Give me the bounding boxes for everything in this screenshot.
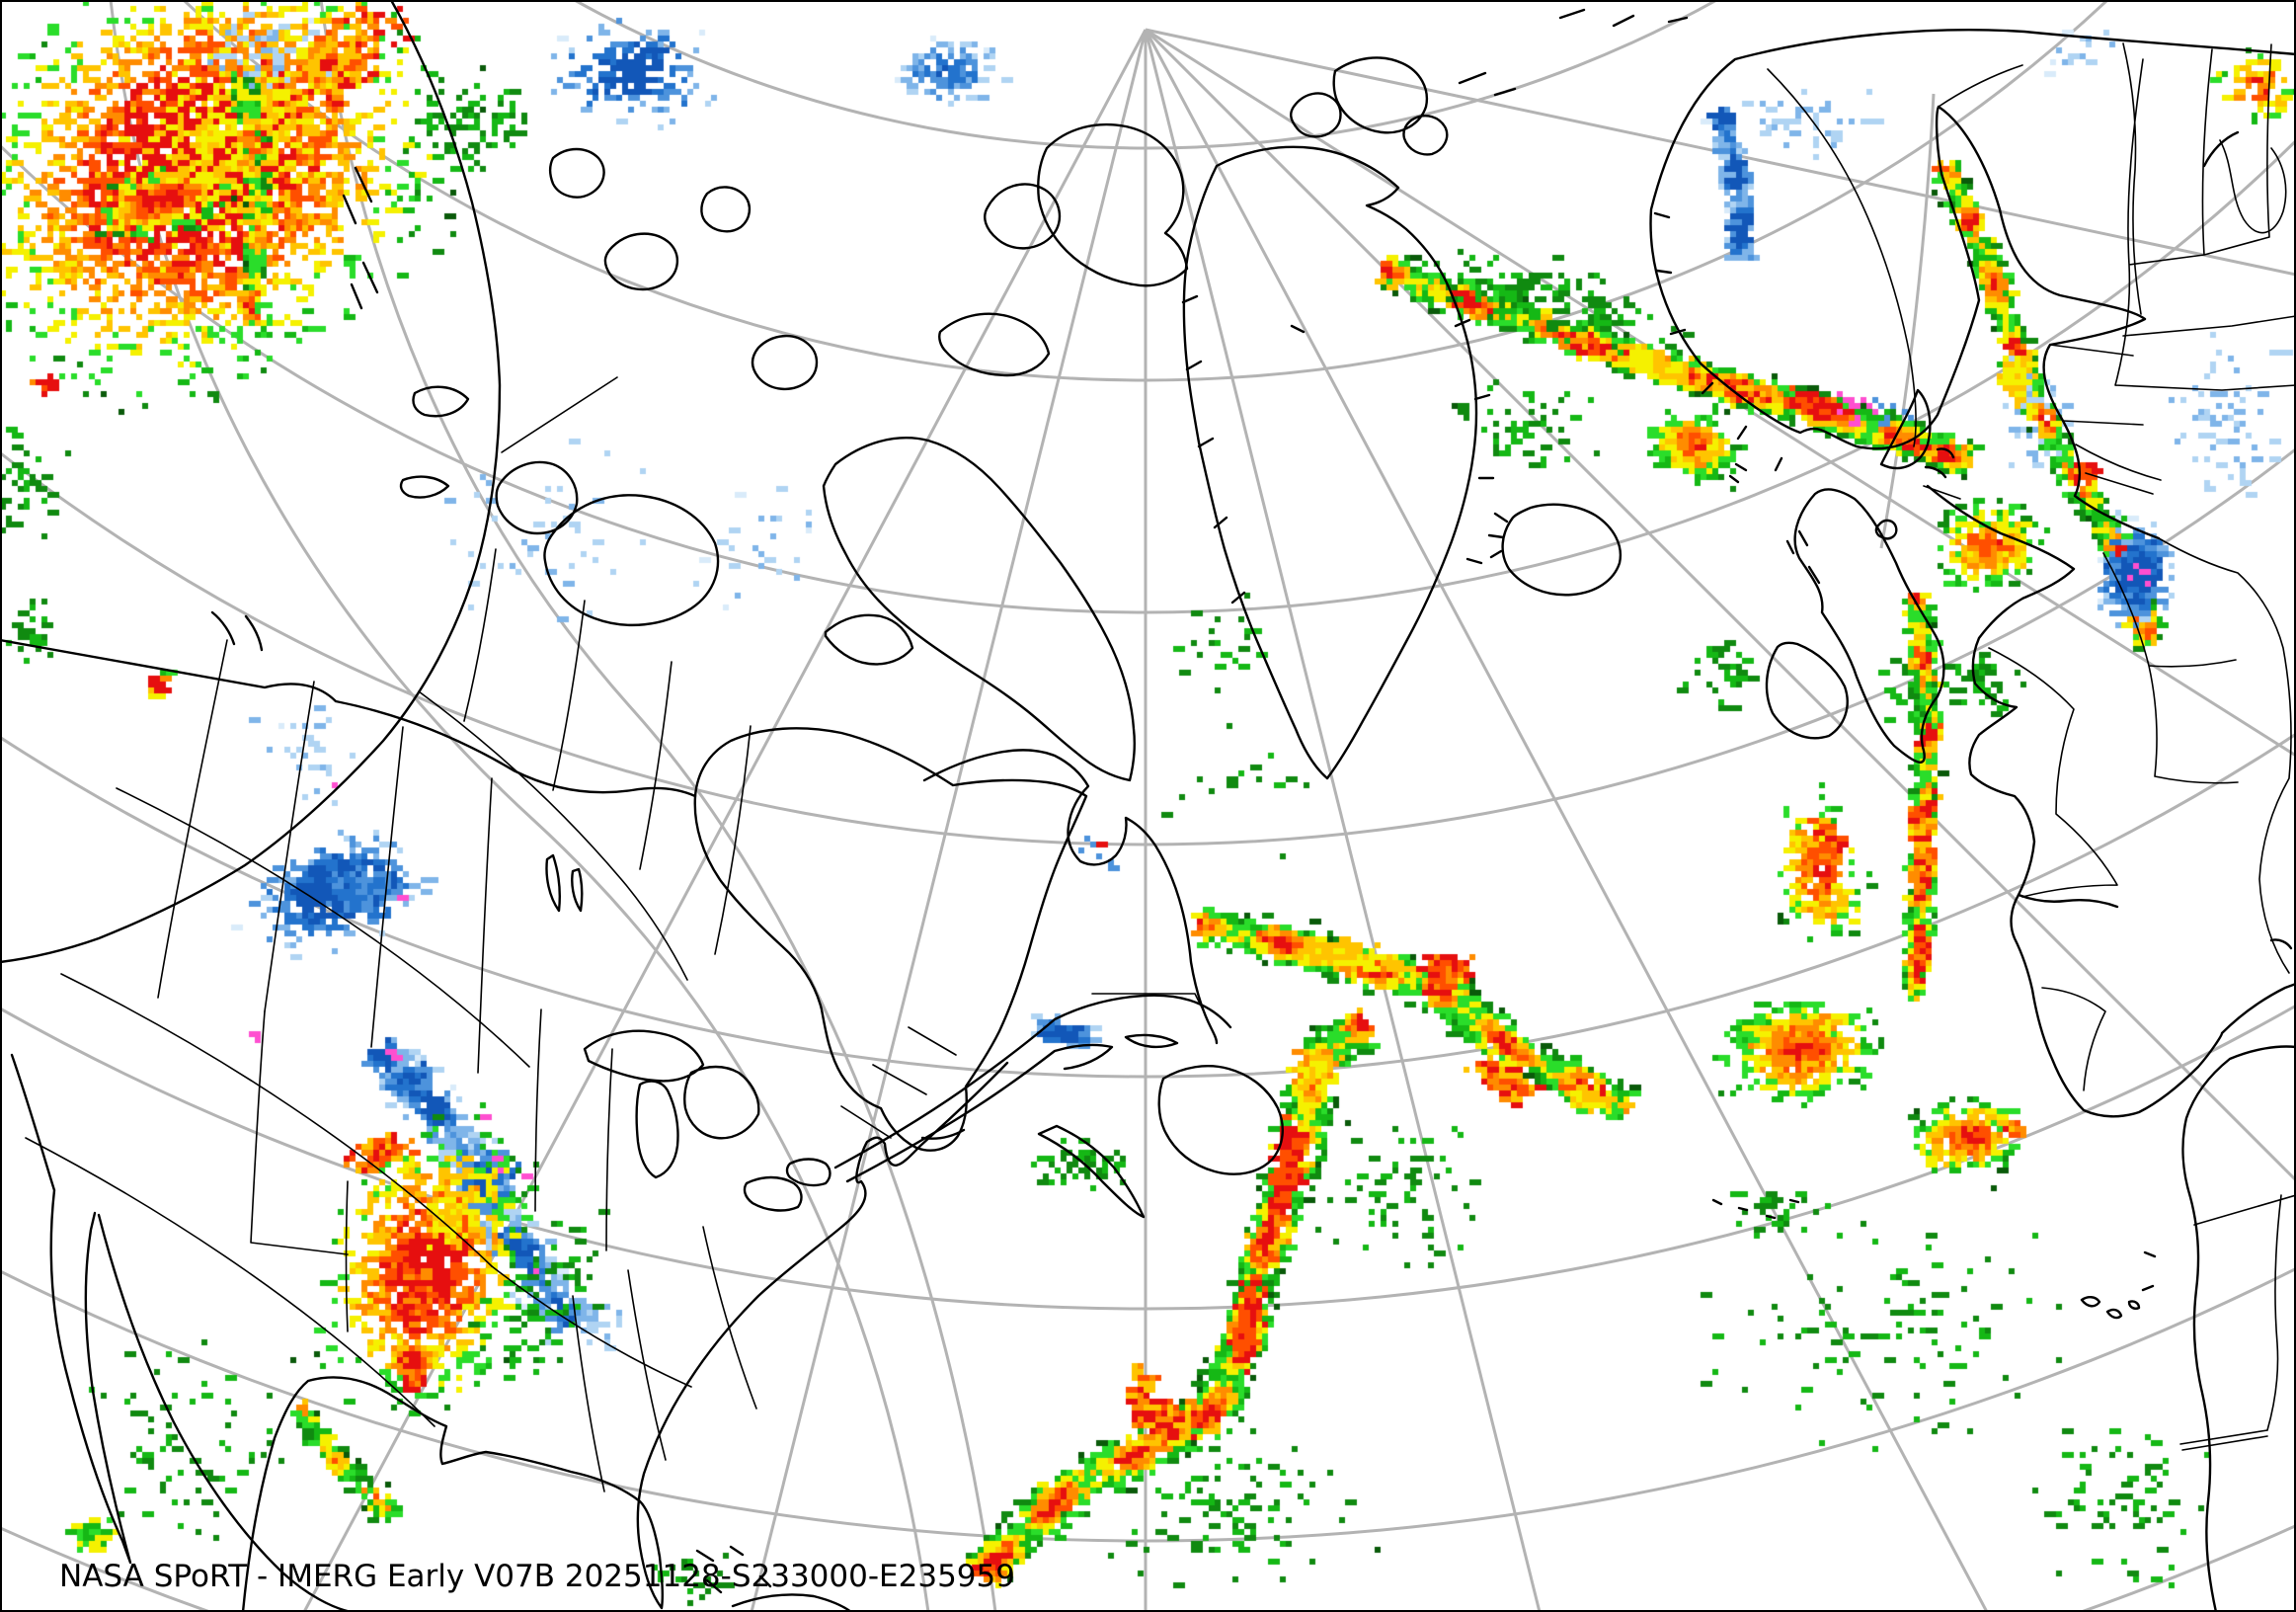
lake-great-bear — [412, 385, 470, 418]
border-se-1 — [491, 1265, 692, 1388]
coast-baja — [10, 1053, 132, 1565]
coast-cuba — [731, 1593, 853, 1612]
island-parry-2 — [700, 186, 752, 233]
border-midwest-2 — [605, 1048, 613, 1251]
coast-anticosti — [1124, 1033, 1179, 1049]
island-jan-mayen — [1290, 324, 1306, 334]
coast-long-island — [920, 1128, 966, 1140]
coast-iberia — [2010, 893, 2296, 1118]
border-us-col-3 — [370, 726, 404, 1048]
coast-iceland-fjords — [1487, 512, 1509, 559]
coast-gulf-california — [97, 1213, 354, 1612]
island-devon — [938, 312, 1051, 377]
island-svalbard — [1290, 56, 1517, 156]
island-faroes — [1728, 462, 1748, 484]
border-quebec-labrador — [1091, 993, 1204, 1010]
border-nm-tx — [250, 1010, 349, 1332]
island-canaries — [2080, 1284, 2155, 1320]
coast-white-sea — [2219, 139, 2287, 234]
coast-iceland — [1501, 503, 1623, 597]
island-southampton — [824, 613, 914, 666]
border-baltics — [2049, 344, 2162, 495]
border-norway-sweden — [1767, 68, 1917, 447]
island-madeira — [2143, 1250, 2157, 1258]
coast-greenland-fjords — [1181, 294, 1495, 604]
coast-alaska-bc — [0, 0, 502, 964]
border-se-4 — [572, 1295, 605, 1492]
lake-winnipeg — [545, 853, 584, 913]
coast-ungava-labrador — [922, 749, 1219, 1045]
coast-greenland — [1182, 145, 1478, 780]
coast-ireland — [1765, 641, 1849, 740]
coast-denmark — [1879, 388, 1955, 479]
lake-ontario — [785, 1158, 831, 1187]
coast-bc-islands — [210, 166, 379, 652]
coast-hudson-bay — [693, 727, 1088, 1152]
island-hebrides — [1785, 529, 1821, 585]
island-balearics — [2269, 938, 2293, 950]
coast-africa — [2181, 1045, 2296, 1612]
border-central-europe — [1923, 485, 2292, 1091]
coast-nova-scotia — [1037, 1124, 1146, 1219]
border-ne-segs — [840, 1026, 957, 1139]
island-axel-heiberg — [984, 183, 1062, 250]
border-us-row-2 — [116, 787, 530, 1068]
coast-bahamas — [695, 1545, 772, 1594]
coast-scandinavia — [1649, 29, 2296, 540]
island-parry-1 — [603, 232, 678, 291]
coast-arctic-mainland — [0, 638, 697, 798]
island-parry-3 — [548, 147, 605, 199]
lake-superior — [583, 1029, 705, 1083]
border-russia-lattice — [2114, 43, 2296, 391]
island-ellesmere — [1037, 122, 1189, 287]
lake-great-slave — [399, 475, 450, 499]
coast-us-east — [241, 1061, 1009, 1612]
coast-stlawrence-north — [833, 994, 1232, 1169]
border-us-col-2 — [264, 681, 315, 1012]
border-us-col-1 — [157, 639, 228, 999]
island-shetland — [1874, 519, 1898, 540]
coast-europe-west — [1926, 484, 2076, 897]
border-us-row-4 — [25, 1137, 435, 1427]
product-caption: NASA SPoRT - IMERG Early V07B 20251128-S… — [59, 1559, 1015, 1594]
island-baffin — [822, 437, 1136, 782]
island-prince-of-wales — [751, 335, 819, 390]
island-azores — [1711, 1198, 1800, 1220]
island-banks — [495, 460, 579, 535]
border-us-canada — [418, 690, 688, 981]
border-se-2 — [627, 1269, 667, 1461]
coast-norway-fjords — [1653, 211, 1783, 472]
border-us-row-3 — [60, 973, 493, 1267]
border-provinces — [463, 376, 752, 955]
border-se-3 — [702, 1226, 757, 1410]
border-midwest-1 — [534, 1008, 542, 1212]
lake-erie — [743, 1175, 803, 1212]
coast-stlawrence-south — [845, 1043, 1114, 1183]
border-us-col-4 — [477, 777, 493, 1074]
coast-newfoundland — [1157, 1065, 1284, 1175]
border-finland-russia — [1938, 42, 2142, 315]
lake-michigan — [635, 1080, 679, 1179]
coast-great-britain — [1793, 488, 1945, 764]
island-victoria — [543, 494, 720, 627]
lake-huron — [683, 1065, 760, 1140]
island-franz-josef — [1558, 8, 2240, 168]
border-africa — [2179, 1194, 2296, 1451]
